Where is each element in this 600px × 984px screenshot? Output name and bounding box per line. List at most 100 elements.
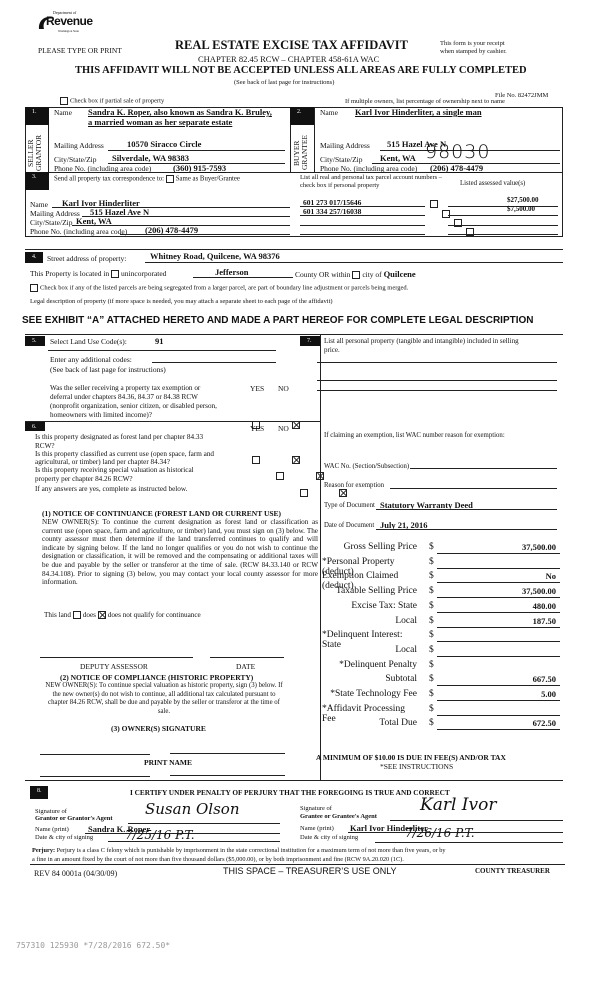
financial-value[interactable]: 667.50 — [532, 674, 556, 685]
notice-1-title: (1) NOTICE OF CONTINUANCE (FOREST LAND O… — [42, 509, 282, 518]
financial-value[interactable]: 672.50 — [532, 718, 556, 729]
street-address[interactable]: Whitney Road, Quilcene, WA 98376 — [150, 251, 280, 261]
s6-yes-header: YES — [250, 424, 265, 433]
partial-sale-checkbox[interactable]: Check box if partial sale of property — [60, 97, 164, 105]
seller-city-label: City/State/Zip — [54, 155, 97, 164]
notice-2-text: NEW OWNER(S): To continue special valuat… — [45, 682, 283, 715]
section-6-yes-checkbox[interactable] — [299, 488, 308, 497]
logo-state: Washington State — [58, 29, 80, 33]
buyer-name-label: Name — [320, 108, 338, 117]
buyer-mailing[interactable]: 515 Hazel Ave N — [387, 139, 447, 149]
section-6-yes-checkbox[interactable] — [252, 455, 260, 464]
financial-value[interactable]: No — [545, 571, 556, 582]
financial-label: Taxable Selling Price — [335, 586, 417, 597]
certify-statement: I CERTIFY UNDER PENALTY OF PERJURY THAT … — [130, 788, 450, 797]
personal-property-checkbox[interactable] — [465, 228, 474, 237]
parcel-list: 601 273 017/15646 $27,500.00 601 334 257… — [0, 0, 600, 237]
does-not-checkbox[interactable] — [97, 611, 106, 620]
grantor-date-city[interactable]: 7/25/16 P.T. — [125, 828, 195, 842]
financial-row: Exemption Claimed (deduct) $ No — [322, 571, 562, 591]
financial-row: Local $187.50 — [322, 616, 562, 630]
city[interactable]: Quilcene — [383, 269, 416, 279]
segregated-checkbox[interactable] — [30, 284, 38, 292]
financial-row: Local $ — [322, 645, 562, 659]
cashier-stamp: 757310 125930 *7/28/2016 672.50* — [16, 941, 171, 950]
if-yes-note: If any answers are yes, complete as inst… — [35, 485, 188, 493]
corr-mailing-label: Mailing Address — [30, 209, 80, 218]
section-6-no-checkbox[interactable] — [339, 488, 348, 497]
seller-phone-label: Phone No. (including area code) — [54, 164, 152, 173]
legal-description-label: Legal description of property (if more s… — [30, 298, 333, 305]
buyer-zip-handwritten[interactable]: 98030 — [425, 141, 491, 163]
parcel-number[interactable]: 601 273 017/15646 — [303, 198, 362, 207]
additional-codes-label: Enter any additional codes: — [50, 355, 132, 364]
buyer-name[interactable]: Karl Ivor Hinderliter, a single man — [355, 107, 482, 117]
county[interactable]: Jefferson — [215, 267, 249, 277]
doc-type[interactable]: Statutory Warranty Deed — [380, 500, 473, 510]
grantee-agent-label: Grantee or Grantee's Agent — [300, 813, 377, 820]
dollar-sign: $ — [429, 689, 434, 699]
seller-phone[interactable]: (360) 915-7593 — [173, 163, 227, 173]
section-6-no-checkbox[interactable] — [291, 455, 300, 464]
corr-mailing[interactable]: 515 Hazel Ave N — [90, 207, 150, 217]
corr-phone[interactable]: (206) 478-4479 — [145, 225, 199, 235]
buyer-city[interactable]: Kent, WA — [380, 153, 416, 163]
financial-value[interactable]: 37,500.00 — [522, 542, 556, 552]
seller-city[interactable]: Silverdale, WA 98383 — [112, 153, 190, 163]
personal-property-checkbox[interactable] — [441, 209, 450, 218]
financial-label: Local — [395, 644, 417, 655]
land-use-code[interactable]: 91 — [155, 336, 164, 346]
grantee-date-city[interactable]: 7/26/16 P.T. — [405, 826, 475, 840]
county-treasurer: COUNTY TREASURER — [475, 867, 550, 875]
seller-grantor-label: SELLER GRANTOR — [26, 134, 43, 171]
section-4-badge: 4. — [25, 252, 43, 263]
dollar-sign: $ — [429, 659, 434, 670]
seller-name-2[interactable]: a married woman as her separate estate — [88, 117, 233, 127]
doc-type-label: Type of Document — [324, 502, 375, 509]
section-3-badge: 3. — [25, 172, 49, 190]
chapter: CHAPTER 82.45 RCW – CHAPTER 458-61A WAC — [198, 54, 380, 64]
file-number: File No. 82472JMM — [495, 92, 549, 99]
assessed-value[interactable]: $27,500.00 — [507, 196, 539, 204]
grantee-name[interactable]: Karl Ivor Hinderliter — [350, 823, 428, 833]
doc-date[interactable]: July 21, 2016 — [380, 520, 428, 530]
financial-label: Local — [395, 615, 417, 626]
does-checkbox[interactable] — [72, 611, 81, 620]
grantor-name[interactable]: Sandra K. Roper — [88, 824, 151, 834]
corr-name-label: Name — [30, 200, 48, 209]
unincorporated-checkbox[interactable] — [111, 270, 120, 279]
section-6-questions: Is this property designated as forest la… — [0, 19, 600, 497]
personal-property-checkbox[interactable] — [453, 218, 462, 227]
print-name-label: PRINT NAME — [144, 758, 192, 767]
personal-property-checkbox[interactable] — [430, 200, 438, 209]
financial-value[interactable]: 5.00 — [541, 689, 556, 699]
seller-name-1[interactable]: Sandra K. Roper, also known as Sandra K.… — [88, 107, 272, 117]
same-as-buyer-checkbox[interactable] — [165, 175, 174, 183]
financial-label: Subtotal — [385, 674, 417, 685]
grantee-signature[interactable]: Karl Ivor — [420, 795, 497, 815]
financial-value[interactable]: 37,500.00 — [522, 586, 556, 597]
assessed-value[interactable]: $7,500.00 — [507, 205, 535, 214]
warning: THIS AFFIDAVIT WILL NOT BE ACCEPTED UNLE… — [75, 65, 527, 76]
section-6-question: Is this property classified as current u… — [35, 449, 215, 467]
parcel-number[interactable]: 601 334 257/16038 — [303, 207, 362, 217]
logo-swoosh-icon — [38, 17, 54, 29]
corr-name[interactable]: Karl Ivor Hinderliter — [62, 198, 140, 208]
section-6-yes-checkbox[interactable] — [275, 472, 284, 481]
financial-value[interactable]: 187.50 — [532, 615, 556, 626]
city-checkbox[interactable] — [352, 271, 361, 280]
exemption-wac-label: If claiming an exemption, list WAC numbe… — [324, 432, 505, 439]
grantor-signature[interactable]: Susan Olson — [145, 800, 240, 818]
receipt-note-1: This form is your receipt — [440, 40, 505, 47]
financial-value[interactable]: 480.00 — [532, 600, 556, 611]
corr-city[interactable]: Kent, WA — [76, 216, 112, 226]
financial-label: Total Due — [379, 718, 417, 729]
section-2-badge: 2. — [290, 107, 314, 125]
financial-row: Total Due $672.50 — [322, 718, 562, 732]
buyer-phone[interactable]: (206) 478-4479 — [430, 163, 484, 173]
section-6-no-checkbox[interactable] — [315, 472, 324, 481]
dollar-sign: $ — [429, 644, 434, 655]
buyer-grantee-label: BUYER GRANTEE — [292, 135, 309, 171]
seller-mailing[interactable]: 10570 Siracco Circle — [127, 139, 202, 149]
dollar-sign: $ — [429, 674, 434, 685]
